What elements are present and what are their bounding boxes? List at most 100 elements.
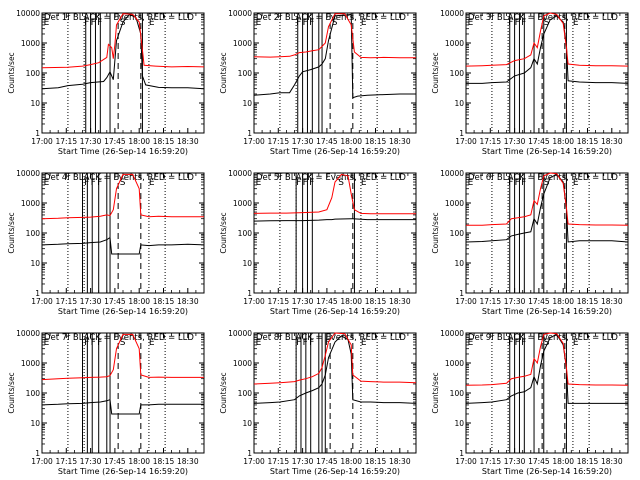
x-tick-label: 18:15 xyxy=(153,137,175,146)
y-tick-label: 10 xyxy=(454,259,464,268)
y-axis-label: Counts/sec xyxy=(431,52,440,93)
x-tick-label: 17:00 xyxy=(243,137,265,146)
x-tick-label: 17:30 xyxy=(504,297,526,306)
panel-2: Det 2f BLACK = Events, RED = LLD 1 10 100 10… xyxy=(219,9,417,156)
panel-3: Det 3f BLACK = Events, RED = LLD11010010… xyxy=(431,9,629,156)
x-axis-label: Start Time (26-Sep-14 16:59:20) xyxy=(270,147,400,156)
panel-title: Det 7f BLACK = Events, RED = LLD xyxy=(44,333,194,343)
panel-title: Det 5f BLACK = Events, RED = LLD xyxy=(256,173,406,183)
series-events xyxy=(466,15,629,84)
y-tick-label: 1 xyxy=(459,449,464,458)
x-tick-label: 18:00 xyxy=(340,137,362,146)
x-tick-label: 17:30 xyxy=(292,297,314,306)
y-tick-label: 1000 xyxy=(233,39,252,48)
x-tick-label: 17:30 xyxy=(80,137,102,146)
interval-mark: F xyxy=(91,338,96,348)
panel-1: Det 1f BLACK = Events, RED = LLD 1 10 100 10… xyxy=(7,9,205,156)
y-tick-label: 100 xyxy=(238,69,253,78)
series-events xyxy=(253,335,417,404)
series-lld xyxy=(41,13,205,69)
x-tick-label: 18:15 xyxy=(577,137,599,146)
interval-mark: F xyxy=(309,338,314,348)
x-tick-label: 17:15 xyxy=(267,457,289,466)
panel-6: Det 6f BLACK = Events, RED = LLD11010010… xyxy=(431,169,629,316)
x-tick-label: 17:15 xyxy=(267,297,289,306)
interval-mark: F xyxy=(508,178,513,188)
interval-mark: F xyxy=(521,338,526,348)
interval-mark: E xyxy=(361,338,367,348)
interval-mark: E xyxy=(573,18,579,28)
y-tick-label: 10 xyxy=(454,99,464,108)
panel-title: Det 4f BLACK = Events, RED = LLD xyxy=(44,173,194,183)
interval-mark: F xyxy=(508,18,513,28)
series-lld xyxy=(465,12,629,67)
x-tick-label: 18:30 xyxy=(177,297,199,306)
x-tick-label: 18:00 xyxy=(552,297,574,306)
interval-mark: E xyxy=(44,338,50,348)
interval-mark: F xyxy=(303,338,308,348)
x-tick-label: 17:15 xyxy=(479,457,501,466)
series-events xyxy=(41,399,204,415)
x-tick-label: 18:00 xyxy=(552,457,574,466)
interval-mark: F xyxy=(521,18,526,28)
interval-mark: E xyxy=(149,338,155,348)
x-tick-label: 18:30 xyxy=(601,297,623,306)
y-tick-label: 10000 xyxy=(16,329,40,338)
interval-mark: F xyxy=(91,178,96,188)
interval-mark: E xyxy=(468,178,474,188)
x-tick-label: 18:00 xyxy=(128,457,150,466)
x-axis-label: Start Time (26-Sep-14 16:59:20) xyxy=(58,147,188,156)
x-tick-label: 17:15 xyxy=(55,457,77,466)
y-tick-label: 100 xyxy=(238,229,253,238)
series-lld xyxy=(253,332,417,385)
x-tick-label: 18:30 xyxy=(389,457,411,466)
y-tick-label: 10000 xyxy=(440,329,464,338)
interval-mark: E xyxy=(149,18,155,28)
series-events xyxy=(253,218,416,222)
panel-9: Det 9f BLACK = Events, RED = LLD11010010… xyxy=(431,329,629,476)
y-tick-label: 1 xyxy=(247,289,252,298)
y-tick-label: 10 xyxy=(454,419,464,428)
y-axis-label: Counts/sec xyxy=(7,372,16,413)
y-tick-label: 1 xyxy=(35,289,40,298)
interval-mark: F xyxy=(309,18,314,28)
y-axis-label: Counts/sec xyxy=(431,372,440,413)
y-tick-label: 10 xyxy=(242,419,252,428)
x-tick-label: 17:00 xyxy=(31,457,53,466)
series-lld xyxy=(465,332,629,386)
plot-frame xyxy=(253,12,417,134)
y-tick-label: 10000 xyxy=(440,9,464,18)
x-tick-label: 17:15 xyxy=(55,137,77,146)
y-axis-label: Counts/sec xyxy=(7,52,16,93)
plot-frame xyxy=(41,332,205,454)
interval-mark: S xyxy=(120,338,126,348)
x-tick-label: 17:30 xyxy=(80,457,102,466)
x-tick-label: 18:30 xyxy=(601,137,623,146)
x-tick-label: 17:45 xyxy=(104,297,126,306)
series-events xyxy=(41,13,205,90)
interval-mark: F xyxy=(84,338,89,348)
series-events xyxy=(253,13,416,99)
y-tick-label: 1000 xyxy=(21,359,40,368)
interval-mark: F xyxy=(97,338,102,348)
x-tick-label: 18:15 xyxy=(577,297,599,306)
interval-mark: F xyxy=(84,178,89,188)
series-lld xyxy=(253,173,416,215)
interval-mark: F xyxy=(84,18,89,28)
x-tick-label: 17:45 xyxy=(528,137,550,146)
interval-mark: S xyxy=(338,178,344,188)
y-tick-label: 1 xyxy=(35,449,40,458)
interval-mark: F xyxy=(97,18,102,28)
panel-4: Det 4f BLACK = Events, RED = LLD 1 10 100 10… xyxy=(7,169,205,316)
x-axis-label: Start Time (26-Sep-14 16:59:20) xyxy=(482,307,612,316)
y-tick-label: 1000 xyxy=(21,199,40,208)
x-tick-label: 17:00 xyxy=(243,297,265,306)
series-lld xyxy=(41,173,204,220)
x-tick-label: 17:00 xyxy=(31,297,53,306)
interval-mark: E xyxy=(361,18,367,28)
x-tick-label: 18:30 xyxy=(177,137,199,146)
interval-mark: E xyxy=(573,338,579,348)
y-tick-label: 100 xyxy=(26,389,41,398)
x-tick-label: 17:30 xyxy=(80,297,102,306)
plot-frame xyxy=(465,332,629,454)
